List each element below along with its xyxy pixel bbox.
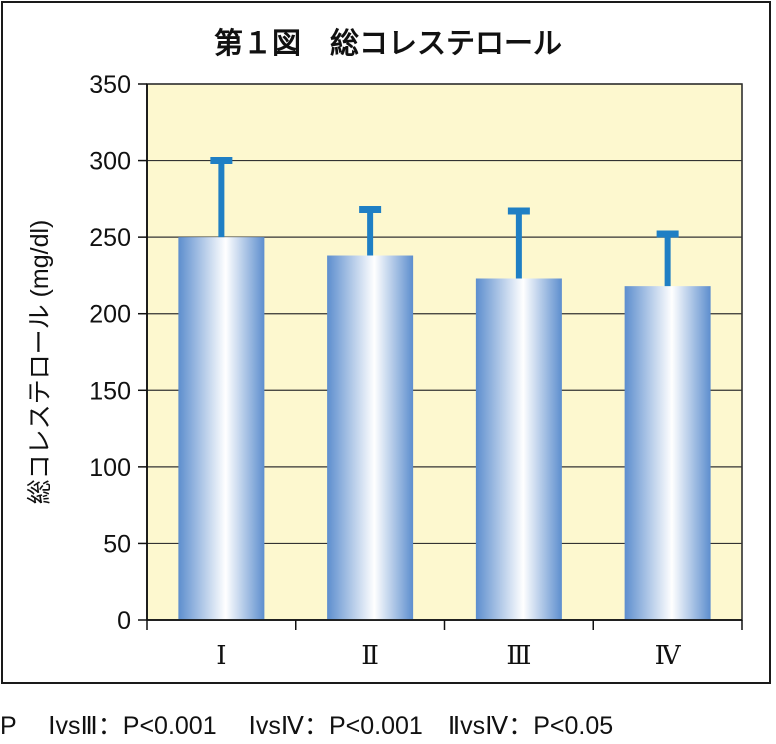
- bar: [327, 255, 414, 620]
- y-tick-labels: 0 50 100 150 200 250 300 350: [89, 71, 131, 635]
- x-tick-label: Ⅲ: [506, 641, 531, 670]
- y-tick-label: 50: [103, 530, 131, 558]
- y-tick-label: 200: [89, 301, 131, 329]
- y-tick-label: 350: [89, 71, 131, 99]
- chart-title: 第１図 総コレステロール: [214, 26, 562, 60]
- y-tick-label: 100: [89, 454, 131, 482]
- axes: [146, 84, 743, 630]
- bar: [178, 237, 265, 620]
- x-tick-labels: Ⅰ Ⅱ Ⅲ Ⅳ: [216, 641, 681, 670]
- y-tick-label: 250: [89, 224, 131, 252]
- bar: [475, 278, 562, 620]
- bars: [178, 237, 711, 620]
- x-tick-label: Ⅱ: [361, 641, 379, 670]
- x-tick-label: Ⅰ: [216, 641, 226, 670]
- significance-footnote: P ⅠvsⅢ：P<0.001 ⅠvsⅣ：P<0.001 ⅡvsⅣ：P<0.05: [0, 712, 614, 740]
- bar: [624, 286, 711, 620]
- error-bars: [210, 157, 679, 287]
- y-tick-label: 300: [89, 148, 131, 176]
- y-axis-label: 総コレステロール (mg/dl): [26, 220, 54, 505]
- x-tick-label: Ⅳ: [655, 641, 682, 670]
- y-tick-label: 0: [117, 607, 131, 635]
- y-tick-label: 150: [89, 377, 131, 405]
